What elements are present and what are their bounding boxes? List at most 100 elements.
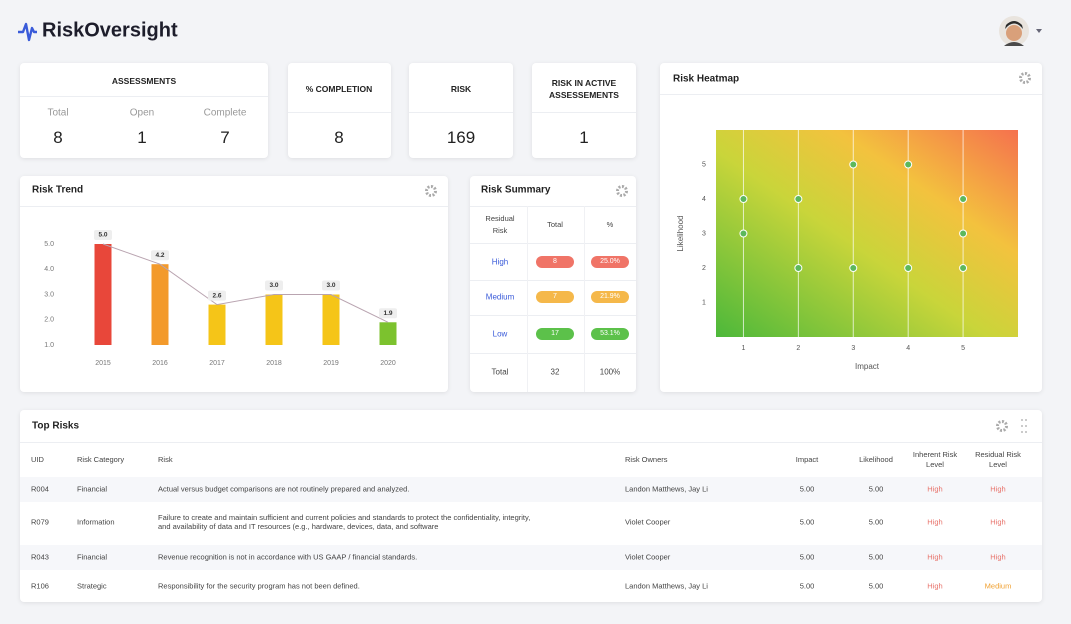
- card-title: RISK IN ACTIVE ASSESSEMENTS: [549, 78, 619, 100]
- table-cell: 5.00: [868, 484, 884, 494]
- table-cell: 5.00: [868, 517, 884, 527]
- header-graphics: [18, 16, 1042, 46]
- risk-point: [794, 264, 803, 272]
- table-cell: Revenue recognition is not in accordance…: [158, 552, 418, 562]
- separator: [470, 315, 636, 316]
- table-cell: Medium: [984, 581, 1012, 591]
- value-label-bg: [265, 280, 283, 291]
- x-tick-label: 2020: [380, 360, 396, 367]
- table-cell: Actual versus budget comparisons are not…: [158, 484, 410, 494]
- card-title: % COMPLETION: [305, 84, 373, 94]
- separator: [20, 206, 448, 207]
- table-cell: Failure to create and maintain sufficien…: [158, 513, 531, 531]
- risk-heatmap-chart: 1 2 3 4 5 1 2 3 4 5 Impact Likelihood: [676, 130, 1018, 371]
- column-header: Likelihood: [859, 455, 893, 464]
- table-cell: High: [927, 484, 943, 494]
- dropdown-arrow[interactable]: [1036, 29, 1042, 33]
- table-cell: High: [990, 484, 1006, 494]
- summary-pill: 21.9%: [591, 291, 629, 303]
- y-tick-label: 5.0: [44, 241, 54, 248]
- separator: [532, 112, 636, 113]
- row-band: [20, 545, 1042, 570]
- risk-point: [849, 264, 858, 272]
- separator: [470, 353, 636, 354]
- table-cell: Landon Matthews, Jay Li: [625, 484, 708, 494]
- table-cell: 5.00: [868, 552, 884, 562]
- panel-title: Risk Trend: [32, 184, 84, 196]
- separator: [470, 280, 636, 281]
- column-divider: [527, 206, 528, 392]
- separator: [660, 94, 1042, 95]
- x-tick-label: 2: [796, 345, 800, 352]
- risk-point: [794, 195, 803, 203]
- table-cell: Landon Matthews, Jay Li: [625, 581, 708, 591]
- y-tick-label: 5: [702, 161, 706, 168]
- table-cell: Financial: [77, 552, 108, 562]
- y-tick-label: 3: [702, 230, 706, 237]
- card-title: ASSESSMENTS: [111, 76, 177, 86]
- app-title: RiskOversight: [42, 19, 178, 42]
- y-tick-label: 2: [702, 265, 706, 272]
- table-cell: Financial: [77, 484, 108, 494]
- y-tick-label: 1: [702, 299, 706, 306]
- risk-trend-chart: 1.0 2.0 3.0 4.0 5.0 2015 2016 2017 2018 2019 2020 5…: [44, 230, 397, 367]
- table-cell: R079: [31, 517, 49, 527]
- value-label: 4.2: [155, 252, 164, 259]
- logo: [18, 22, 37, 42]
- table-cell: 5.00: [799, 484, 815, 494]
- kpi-value: 8: [334, 128, 344, 147]
- separator: [470, 243, 636, 244]
- value-label-bg: [151, 250, 169, 261]
- bar: [379, 322, 397, 345]
- x-tick-label: 1: [742, 345, 746, 352]
- column-header: Residual Risk Level: [975, 450, 1021, 469]
- top-risks-card: [20, 410, 1042, 602]
- value-label-bg: [379, 308, 397, 319]
- active-card: [532, 63, 636, 158]
- x-tick-label: 5: [961, 345, 965, 352]
- bar: [322, 294, 340, 345]
- total-label: Total: [491, 367, 509, 377]
- y-tick-label: 1.0: [44, 342, 54, 349]
- total-value: 32: [550, 367, 560, 377]
- table-cell: 5.00: [799, 552, 815, 562]
- kpi-value: 1: [137, 128, 147, 147]
- x-tick-label: 2017: [209, 360, 225, 367]
- completion-card: [288, 63, 391, 158]
- column-divider: [584, 206, 585, 392]
- value-label-bg: [322, 280, 340, 291]
- value-label: 3.0: [269, 282, 278, 289]
- summary-pill: 17: [536, 328, 574, 340]
- bar: [208, 304, 226, 345]
- column-header: %: [606, 220, 614, 229]
- column-header: Risk: [158, 455, 173, 464]
- risk-card: [409, 63, 513, 158]
- risk-point: [904, 160, 913, 169]
- column-header: Residual Risk: [485, 214, 515, 235]
- total-percent: 100%: [599, 367, 621, 377]
- panel-title: Risk Heatmap: [673, 73, 740, 85]
- kpi-value: 8: [53, 128, 63, 147]
- risk-point: [959, 195, 968, 203]
- panel-title: Risk Summary: [481, 184, 551, 196]
- x-tick-label: 2019: [323, 360, 339, 367]
- kpi-label: Open: [129, 107, 155, 119]
- column-header: Total: [547, 220, 563, 229]
- value-label: 2.6: [212, 292, 221, 299]
- avatar[interactable]: [999, 16, 1029, 46]
- summary-pill: 7: [536, 291, 574, 303]
- value-label: 5.0: [98, 232, 107, 239]
- y-axis-label: Likelihood: [676, 215, 685, 251]
- y-tick-label: 3.0: [44, 291, 54, 298]
- x-tick-label: 2018: [266, 360, 282, 367]
- risk-level: Medium: [485, 292, 515, 302]
- y-tick-label: 4.0: [44, 266, 54, 273]
- separator: [20, 96, 268, 97]
- y-tick-label: 2.0: [44, 317, 54, 324]
- table-cell: High: [927, 581, 943, 591]
- value-label-bg: [208, 290, 226, 301]
- risk-level: Low: [492, 329, 508, 339]
- table-cell: R043: [31, 552, 49, 562]
- risk-point: [959, 229, 968, 238]
